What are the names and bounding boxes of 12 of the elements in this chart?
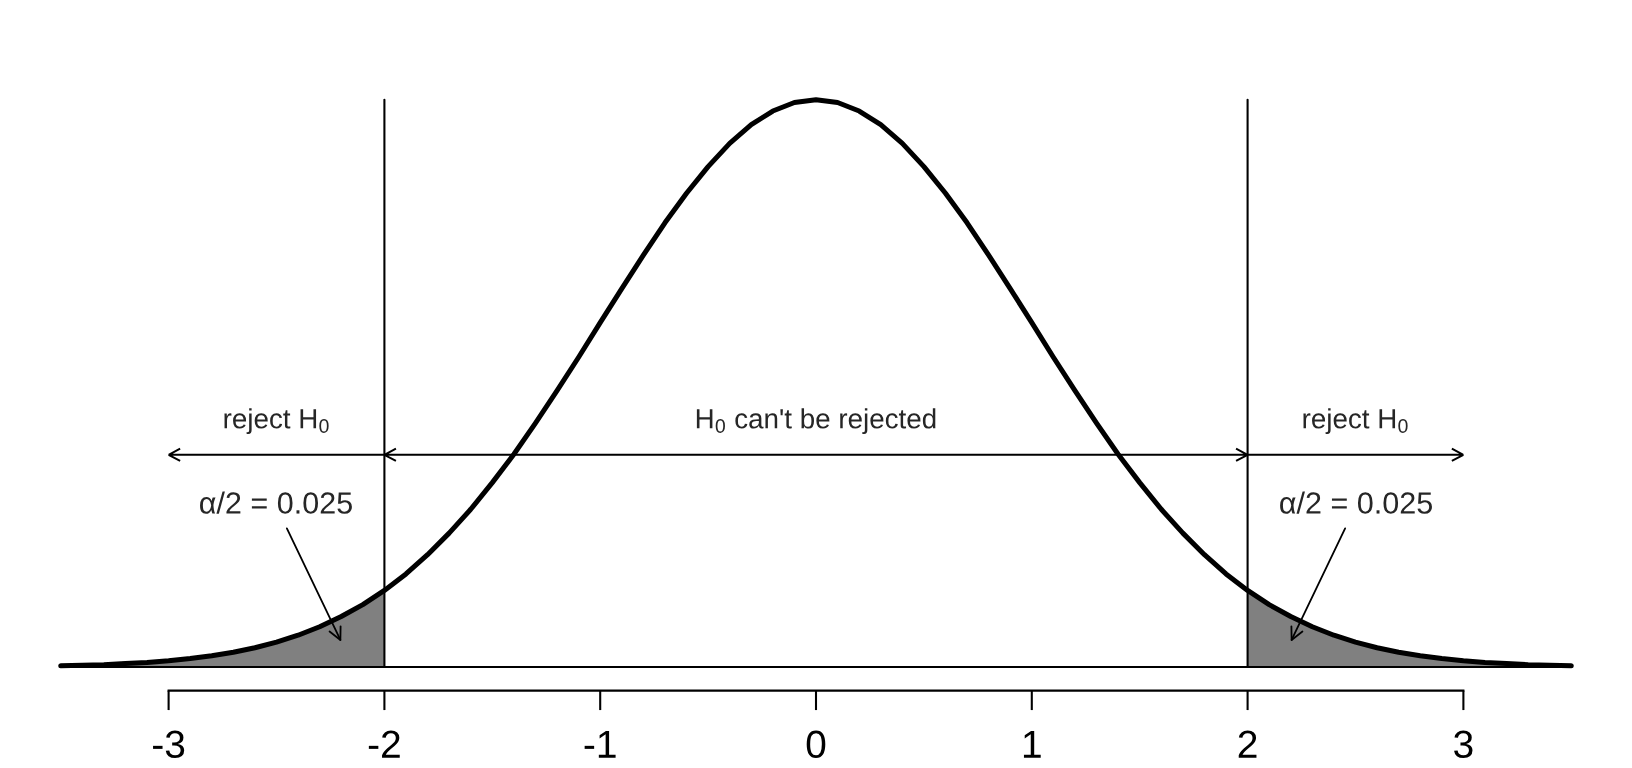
x-tick-label: 2 [1238, 730, 1257, 758]
x-tick-label: -3 [153, 730, 185, 759]
annotation: reject H$_{0}$ [1303, 408, 1408, 435]
x-tick-label: 0 [806, 730, 826, 759]
x-tick-label: 3 [1454, 730, 1473, 759]
annotation: reject H$_{0}$ [224, 408, 329, 435]
annotation: α/2 = 0.025 [200, 491, 352, 514]
annotation: H$_{0}$ can't be rejected [696, 408, 936, 435]
annotation: α/2 = 0.025 [1280, 491, 1432, 514]
x-tick-label: -2 [368, 730, 400, 758]
x-tick-label: -1 [584, 730, 616, 758]
x-tick-label: 1 [1023, 730, 1041, 758]
